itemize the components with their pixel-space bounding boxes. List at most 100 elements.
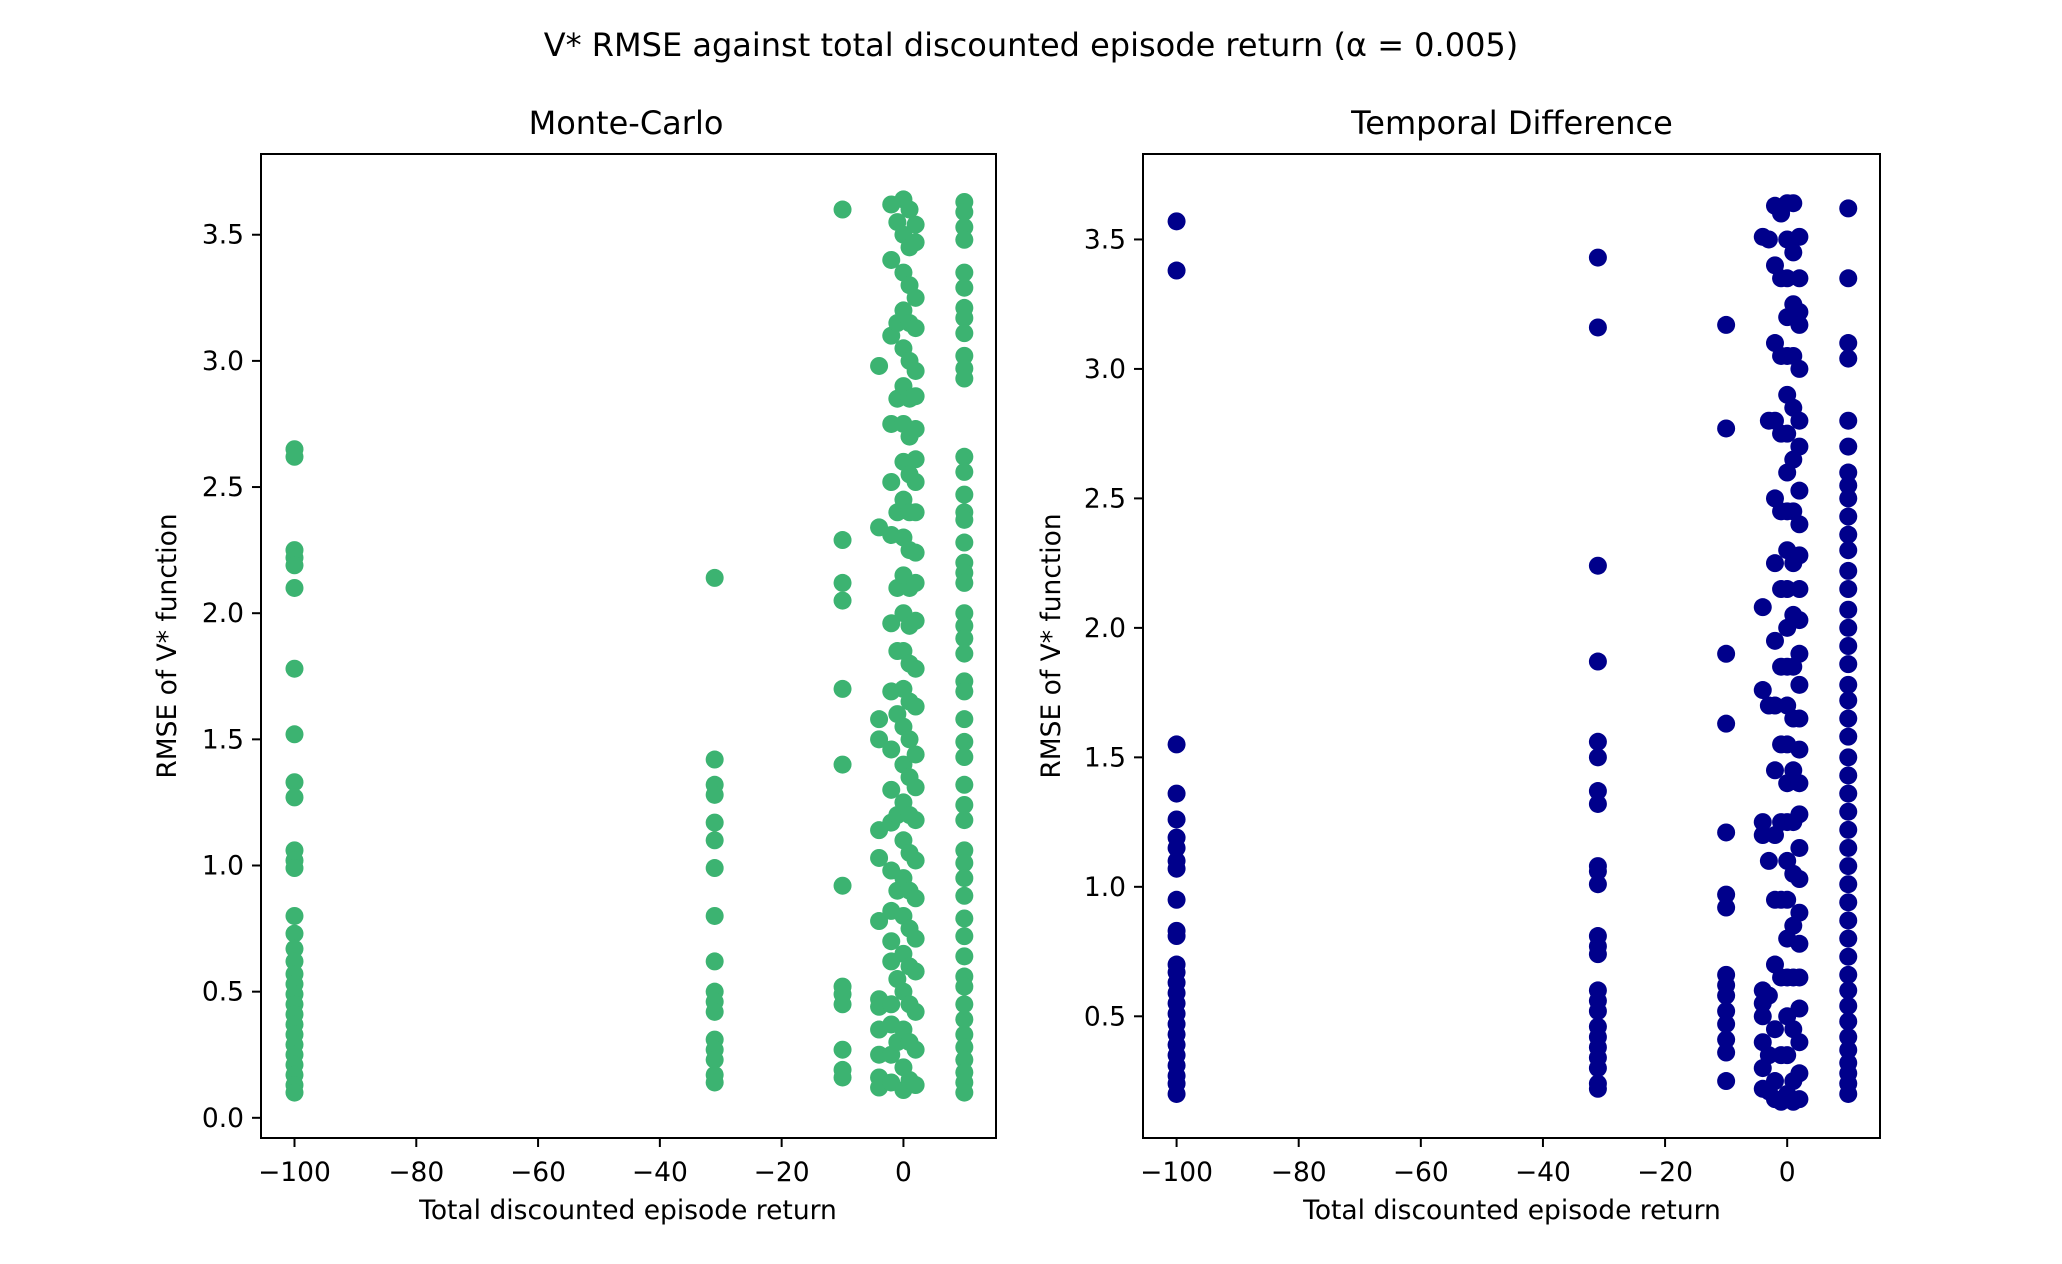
monte-carlo-point: [955, 263, 974, 282]
temporal-difference-point: [1717, 1043, 1736, 1062]
temporal-difference-point: [1717, 1002, 1736, 1021]
temporal-difference-point: [1839, 784, 1858, 803]
temporal-difference-point: [1839, 675, 1858, 694]
monte-carlo-point: [955, 573, 974, 592]
monte-carlo-ytick-label: 3.5: [202, 220, 244, 251]
monte-carlo-point: [955, 732, 974, 751]
temporal-difference-point: [1588, 794, 1607, 813]
temporal-difference-point: [1167, 890, 1186, 909]
monte-carlo-point: [955, 748, 974, 767]
temporal-difference-point: [1839, 691, 1858, 710]
monte-carlo-ytick-label: 2.0: [202, 598, 244, 629]
temporal-difference-point: [1717, 823, 1736, 842]
monte-carlo-point: [955, 977, 974, 996]
temporal-difference-axes-frame: [1142, 153, 1881, 1139]
temporal-difference-xtick-label: −100: [1140, 1157, 1213, 1188]
monte-carlo-point: [705, 568, 724, 587]
monte-carlo-point: [882, 614, 901, 633]
temporal-difference-point: [1839, 1040, 1858, 1059]
monte-carlo-point: [955, 510, 974, 529]
temporal-difference-point: [1839, 525, 1858, 544]
temporal-difference-ytick-label: 3.5: [1084, 224, 1126, 255]
temporal-difference-title: Temporal Difference: [1350, 104, 1673, 142]
monte-carlo-point: [906, 929, 925, 948]
temporal-difference-point: [1753, 813, 1772, 832]
monte-carlo-point: [955, 811, 974, 830]
temporal-difference-point: [1790, 870, 1809, 889]
monte-carlo-point: [900, 200, 919, 219]
temporal-difference-point: [1839, 269, 1858, 288]
monte-carlo-point: [705, 1002, 724, 1021]
temporal-difference-point: [1167, 261, 1186, 280]
figure-suptitle: V* RMSE against total discounted episode…: [544, 26, 1519, 64]
temporal-difference-point: [1839, 561, 1858, 580]
temporal-difference-point: [1759, 986, 1778, 1005]
monte-carlo-point: [705, 750, 724, 769]
temporal-difference-point: [1790, 611, 1809, 630]
temporal-difference-point: [1778, 424, 1797, 443]
temporal-difference-point: [1790, 675, 1809, 694]
temporal-difference-point: [1765, 761, 1784, 780]
monte-carlo-point: [285, 939, 304, 958]
monte-carlo-point: [955, 230, 974, 249]
monte-carlo-point: [705, 813, 724, 832]
temporal-difference-point: [1167, 784, 1186, 803]
monte-carlo-point: [705, 1050, 724, 1069]
monte-carlo-point: [906, 319, 925, 338]
monte-carlo-point: [906, 1076, 925, 1095]
temporal-difference-point: [1790, 805, 1809, 824]
temporal-difference-xlabel: Total discounted episode return: [1302, 1195, 1721, 1226]
monte-carlo-ytick-label: 2.5: [202, 472, 244, 503]
temporal-difference-point: [1717, 986, 1736, 1005]
monte-carlo-point: [882, 740, 901, 759]
temporal-difference-point: [1167, 810, 1186, 829]
monte-carlo-xtick-label: −60: [510, 1157, 566, 1188]
monte-carlo-xtick-label: −40: [632, 1157, 688, 1188]
temporal-difference-point: [1839, 947, 1858, 966]
monte-carlo-point: [906, 543, 925, 562]
monte-carlo-point: [906, 745, 925, 764]
temporal-difference-point: [1790, 999, 1809, 1018]
monte-carlo-point: [285, 447, 304, 466]
temporal-difference-xtick-label: −60: [1393, 1157, 1449, 1188]
temporal-difference-point: [1588, 556, 1607, 575]
monte-carlo-point: [870, 356, 889, 375]
temporal-difference-point: [1588, 248, 1607, 267]
temporal-difference-point: [1784, 194, 1803, 213]
temporal-difference-point: [1790, 515, 1809, 534]
temporal-difference-point: [1790, 580, 1809, 599]
monte-carlo-xlabel: Total discounted episode return: [418, 1195, 837, 1226]
monte-carlo-point: [955, 1010, 974, 1029]
monte-carlo-xtick-label: 0: [895, 1157, 912, 1188]
monte-carlo-point: [906, 889, 925, 908]
monte-carlo-ytick-label: 0.0: [202, 1103, 244, 1134]
monte-carlo-point: [906, 288, 925, 307]
temporal-difference-point: [1839, 727, 1858, 746]
monte-carlo-point: [906, 573, 925, 592]
monte-carlo-ytick-label: 1.0: [202, 851, 244, 882]
temporal-difference-point: [1839, 875, 1858, 894]
monte-carlo-point: [705, 859, 724, 878]
temporal-difference-point: [1790, 838, 1809, 857]
monte-carlo-ytick-label: 1.5: [202, 724, 244, 755]
temporal-difference-xtick-label: −80: [1271, 1157, 1327, 1188]
temporal-difference-point: [1790, 968, 1809, 987]
monte-carlo-xticks: −100 −80 −60 −40 −20 0: [258, 1138, 912, 1188]
temporal-difference-point: [1588, 748, 1607, 767]
monte-carlo-point: [833, 200, 852, 219]
monte-carlo-point: [955, 462, 974, 481]
temporal-difference-point: [1790, 411, 1809, 430]
temporal-difference-point: [1588, 1059, 1607, 1078]
monte-carlo-point: [955, 841, 974, 860]
temporal-difference-point: [1790, 1090, 1809, 1109]
monte-carlo-ytick-label: 3.0: [202, 346, 244, 377]
temporal-difference-point: [1717, 644, 1736, 663]
temporal-difference-point: [1759, 230, 1778, 249]
temporal-difference-point: [1839, 541, 1858, 560]
monte-carlo-point: [285, 659, 304, 678]
monte-carlo-point: [705, 1073, 724, 1092]
temporal-difference-point: [1588, 1079, 1607, 1098]
temporal-difference-point: [1839, 965, 1858, 984]
monte-carlo-point: [955, 1038, 974, 1057]
